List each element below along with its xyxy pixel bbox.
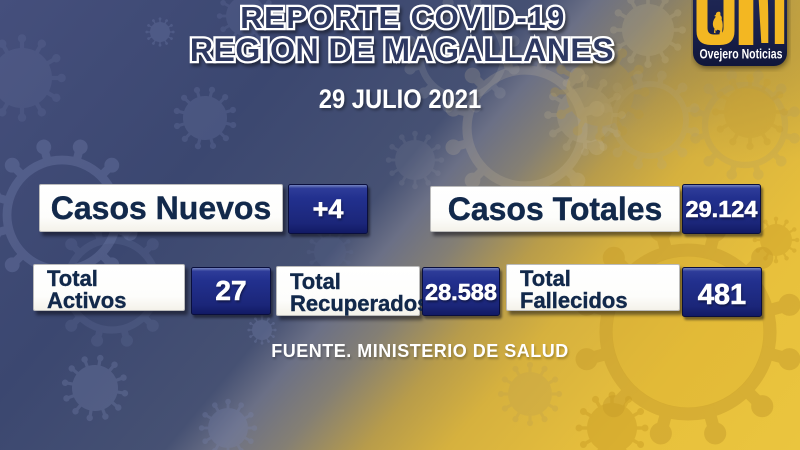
svg-text:Ovejero Noticias: Ovejero Noticias xyxy=(700,46,783,62)
svg-text:REPORTE COVID-19: REPORTE COVID-19 xyxy=(240,0,565,35)
svg-text:REGION DE MAGALLANES: REGION DE MAGALLANES xyxy=(190,32,614,68)
svg-text:REGION DE MAGALLANES: REGION DE MAGALLANES xyxy=(190,32,614,68)
svg-text:REPORTE COVID-19: REPORTE COVID-19 xyxy=(240,0,565,35)
